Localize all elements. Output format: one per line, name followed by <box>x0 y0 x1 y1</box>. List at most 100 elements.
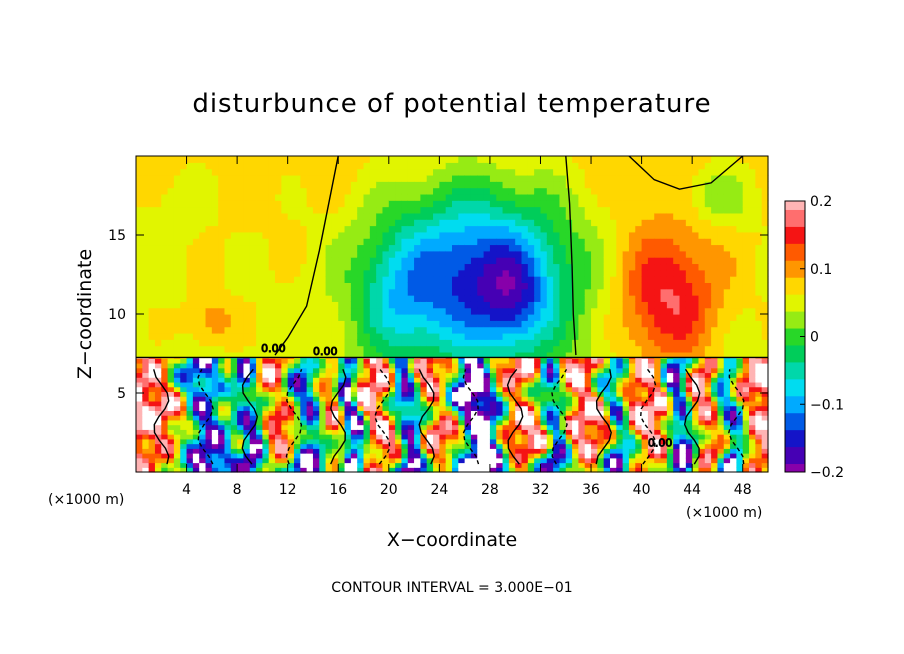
heatmap-cell-lower <box>319 381 327 388</box>
heatmap-cell-upper <box>338 276 346 283</box>
heatmap-cell-lower <box>300 457 308 464</box>
heatmap-cell-lower <box>363 415 371 421</box>
heatmap-cell-lower <box>275 443 282 449</box>
heatmap-cell-upper <box>249 301 257 309</box>
heatmap-cell-upper <box>534 301 542 309</box>
heatmap-cell-upper <box>597 187 605 195</box>
heatmap-cell-lower <box>205 381 213 388</box>
heatmap-cell-lower <box>205 386 213 393</box>
heatmap-cell-lower <box>192 443 200 449</box>
heatmap-cell-lower <box>186 358 194 364</box>
heatmap-cell-lower <box>256 410 263 416</box>
heatmap-cell-upper <box>237 320 245 328</box>
heatmap-cell-upper <box>527 225 535 233</box>
heatmap-cell-upper <box>142 162 150 170</box>
heatmap-cell-lower <box>515 467 523 473</box>
heatmap-cell-upper <box>287 206 295 214</box>
heatmap-cell-upper <box>578 320 586 328</box>
heatmap-cell-lower <box>142 358 150 359</box>
heatmap-cell-upper <box>186 282 194 290</box>
heatmap-cell-upper <box>136 225 143 233</box>
heatmap-cell-upper <box>591 263 598 271</box>
heatmap-cell-lower <box>489 415 497 421</box>
heatmap-cell-lower <box>306 367 314 374</box>
heatmap-cell-upper <box>584 231 592 239</box>
heatmap-cell-upper <box>452 295 459 302</box>
heatmap-cell-lower <box>433 377 440 383</box>
heatmap-cell-lower <box>173 377 181 383</box>
heatmap-cell-upper <box>635 231 643 239</box>
heatmap-cell-lower <box>331 386 339 393</box>
heatmap-cell-lower <box>319 358 327 364</box>
heatmap-cell-lower <box>452 448 459 454</box>
heatmap-cell-upper <box>268 282 276 290</box>
heatmap-cell-lower <box>521 448 529 454</box>
heatmap-cell-lower <box>275 372 282 378</box>
heatmap-cell-lower <box>180 429 188 435</box>
heatmap-cell-lower <box>344 443 352 449</box>
heatmap-cell-upper <box>338 162 346 170</box>
heatmap-cell-lower <box>173 415 181 421</box>
heatmap-cell-upper <box>508 326 516 334</box>
heatmap-cell-lower <box>325 377 333 383</box>
heatmap-cell-upper <box>452 269 459 277</box>
heatmap-cell-upper <box>439 320 447 328</box>
heatmap-cell-lower <box>439 400 447 407</box>
heatmap-cell-lower <box>205 448 213 454</box>
heatmap-cell-upper <box>256 263 263 271</box>
heatmap-cell-upper <box>692 212 700 220</box>
heatmap-cell-upper <box>572 238 579 246</box>
heatmap-cell-upper <box>192 332 200 340</box>
heatmap-cell-upper <box>698 250 706 258</box>
heatmap-cell-lower <box>445 434 453 440</box>
heatmap-cell-lower <box>363 377 371 383</box>
heatmap-cell-upper <box>243 206 251 214</box>
heatmap-cell-lower <box>205 377 213 383</box>
heatmap-cell-upper <box>673 238 681 246</box>
heatmap-cell-upper <box>647 332 655 340</box>
heatmap-cell-upper <box>262 257 270 265</box>
heatmap-cell-upper <box>433 225 440 233</box>
heatmap-cell-upper <box>628 162 636 170</box>
heatmap-cell-upper <box>496 288 504 296</box>
heatmap-cell-upper <box>433 219 440 227</box>
heatmap-cell-lower <box>211 358 219 359</box>
heatmap-cell-upper <box>578 168 586 176</box>
heatmap-cell-upper <box>496 307 504 315</box>
heatmap-cell-upper <box>622 301 630 309</box>
heatmap-cell-lower <box>275 419 282 426</box>
heatmap-cell-upper <box>369 174 377 182</box>
heatmap-cell-upper <box>489 156 497 163</box>
heatmap-cell-lower <box>312 424 320 430</box>
heatmap-cell-lower <box>211 367 219 374</box>
heatmap-cell-upper <box>218 326 226 334</box>
heatmap-cell-upper <box>173 181 181 189</box>
heatmap-cell-upper <box>673 326 681 334</box>
heatmap-cell-upper <box>736 181 744 189</box>
heatmap-cell-lower <box>445 410 453 416</box>
heatmap-cell-upper <box>502 250 510 258</box>
heatmap-cell-upper <box>736 219 744 227</box>
heatmap-cell-lower <box>281 358 289 364</box>
heatmap-cell-lower <box>546 391 554 397</box>
heatmap-cell-upper <box>534 187 542 195</box>
heatmap-cell-upper <box>243 162 251 170</box>
heatmap-cell-upper <box>414 206 421 214</box>
heatmap-cell-upper <box>685 326 693 334</box>
heatmap-cell-upper <box>268 332 276 340</box>
heatmap-cell-lower <box>395 358 403 364</box>
heatmap-cell-lower <box>275 410 282 416</box>
heatmap-cell-upper <box>742 301 750 309</box>
heatmap-cell-upper <box>660 168 668 176</box>
heatmap-cell-lower <box>161 396 169 402</box>
heatmap-cell-lower <box>142 434 150 440</box>
heatmap-cell-upper <box>433 288 440 296</box>
heatmap-cell-lower <box>268 453 276 459</box>
heatmap-cell-upper <box>205 276 213 283</box>
heatmap-cell-upper <box>249 250 257 258</box>
heatmap-cell-lower <box>230 381 238 388</box>
heatmap-cell-lower <box>458 453 466 459</box>
heatmap-cell-upper <box>154 193 162 201</box>
heatmap-cell-lower <box>477 424 485 430</box>
